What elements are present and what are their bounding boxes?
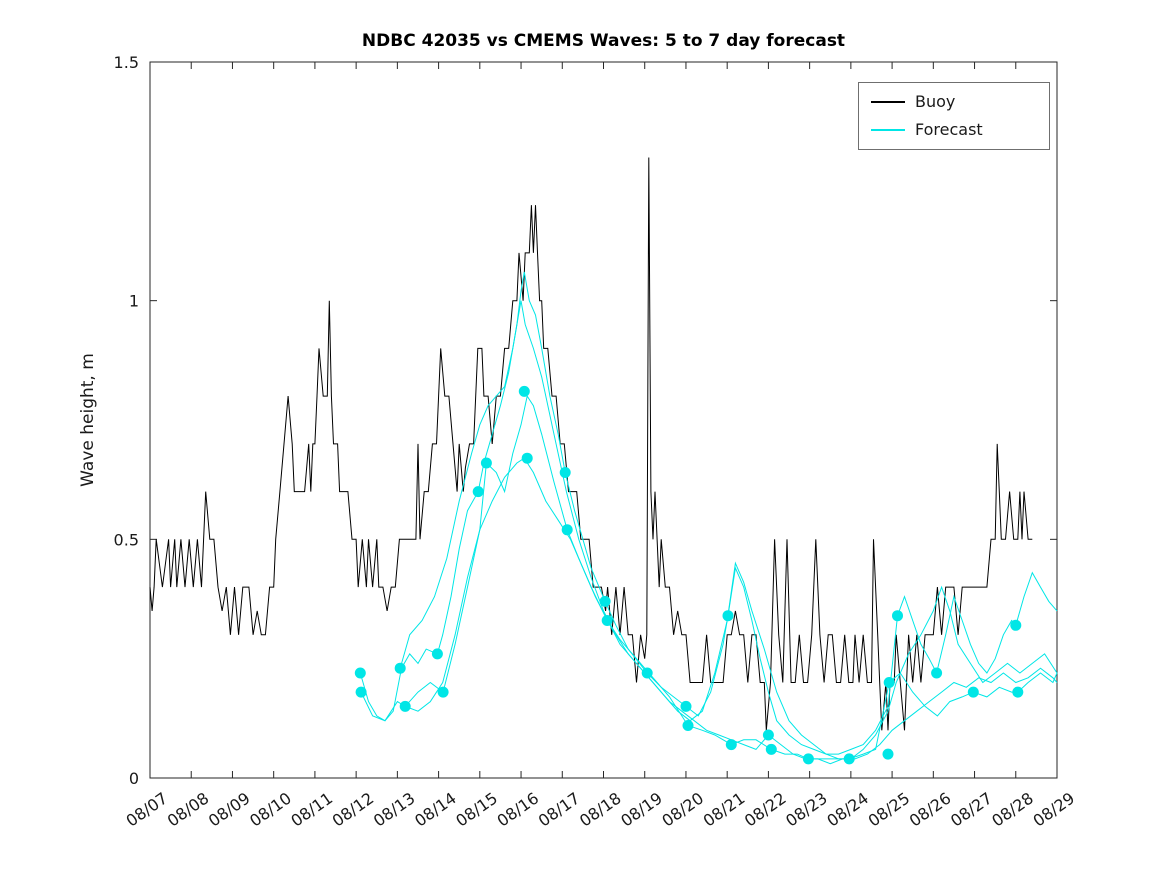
x-tick-label: 08/29 xyxy=(1030,788,1079,830)
forecast-start-marker xyxy=(480,457,492,469)
chart-title: NDBC 42035 vs CMEMS Waves: 5 to 7 day fo… xyxy=(361,31,846,51)
forecast-start-marker xyxy=(725,739,737,751)
legend-label-forecast: Forecast xyxy=(915,120,983,139)
forecast-start-marker xyxy=(399,700,411,712)
x-tick-label: 08/17 xyxy=(535,788,584,830)
forecast-start-marker xyxy=(518,385,530,397)
forecast-start-marker xyxy=(561,524,573,536)
legend: Buoy Forecast xyxy=(858,82,1050,150)
forecast-start-marker xyxy=(931,667,943,679)
forecast-start-marker xyxy=(1012,686,1024,698)
y-tick-label: 1 xyxy=(129,292,139,311)
y-tick-label: 0.5 xyxy=(114,530,139,549)
y-tick-label: 0 xyxy=(129,769,139,788)
x-tick-label: 08/14 xyxy=(411,788,460,830)
x-tick-label: 08/16 xyxy=(494,788,543,830)
forecast-start-marker xyxy=(892,610,903,622)
x-tick-label: 08/25 xyxy=(865,788,914,830)
forecast-start-marker xyxy=(1010,619,1022,631)
x-tick-label: 08/19 xyxy=(617,788,666,830)
forecast-start-marker xyxy=(765,743,777,755)
forecast-start-marker xyxy=(762,729,774,741)
x-tick-label: 08/11 xyxy=(287,788,336,830)
forecast-start-marker xyxy=(599,595,611,607)
legend-entry-buoy: Buoy xyxy=(871,92,1037,112)
x-tick-label: 08/24 xyxy=(823,788,872,830)
x-tick-label: 08/28 xyxy=(988,788,1037,830)
forecast-start-marker xyxy=(354,667,366,679)
forecast-start-marker xyxy=(680,700,692,712)
forecast-start-marker xyxy=(355,686,367,698)
x-tick-label: 08/20 xyxy=(658,788,707,830)
x-tick-label: 08/27 xyxy=(947,788,996,830)
forecast-start-marker xyxy=(394,662,406,674)
forecast-start-marker xyxy=(437,686,449,698)
series-buoy xyxy=(149,157,1033,731)
forecast-start-marker xyxy=(521,452,533,464)
x-tick-label: 08/08 xyxy=(164,788,213,830)
x-tick-label: 08/13 xyxy=(370,788,419,830)
series-forecast-run-1 xyxy=(359,271,1058,755)
y-tick-label: 1.5 xyxy=(114,53,139,72)
forecast-start-marker xyxy=(883,677,895,688)
x-tick-label: 08/23 xyxy=(782,788,831,830)
forecast-start-marker xyxy=(682,720,694,731)
forecast-start-marker xyxy=(802,753,814,765)
forecast-start-marker xyxy=(641,667,653,679)
x-tick-label: 08/07 xyxy=(123,788,172,830)
x-tick-label: 08/10 xyxy=(246,788,295,830)
x-tick-label: 08/26 xyxy=(906,788,955,830)
legend-label-buoy: Buoy xyxy=(915,92,956,111)
x-tick-label: 08/09 xyxy=(205,788,254,830)
forecast-start-marker xyxy=(722,610,734,622)
buoy-line-sample xyxy=(871,101,905,103)
x-tick-label: 08/15 xyxy=(452,788,501,830)
forecast-start-marker xyxy=(601,615,613,626)
forecast-start-marker xyxy=(843,753,855,765)
forecast-start-marker xyxy=(431,648,443,660)
x-tick-label: 08/22 xyxy=(741,788,790,830)
forecast-start-marker xyxy=(967,686,979,698)
forecast-start-marker xyxy=(882,748,894,760)
x-tick-label: 08/18 xyxy=(576,788,625,830)
legend-entry-forecast: Forecast xyxy=(871,120,1037,140)
x-tick-label: 08/21 xyxy=(700,788,749,830)
forecast-start-marker xyxy=(559,467,571,478)
forecast-start-marker xyxy=(472,486,484,498)
x-tick-label: 08/12 xyxy=(329,788,378,830)
series-forecast-run-2 xyxy=(360,394,1058,760)
series-forecast-run-3 xyxy=(399,300,1058,760)
forecast-line-sample xyxy=(871,129,905,131)
